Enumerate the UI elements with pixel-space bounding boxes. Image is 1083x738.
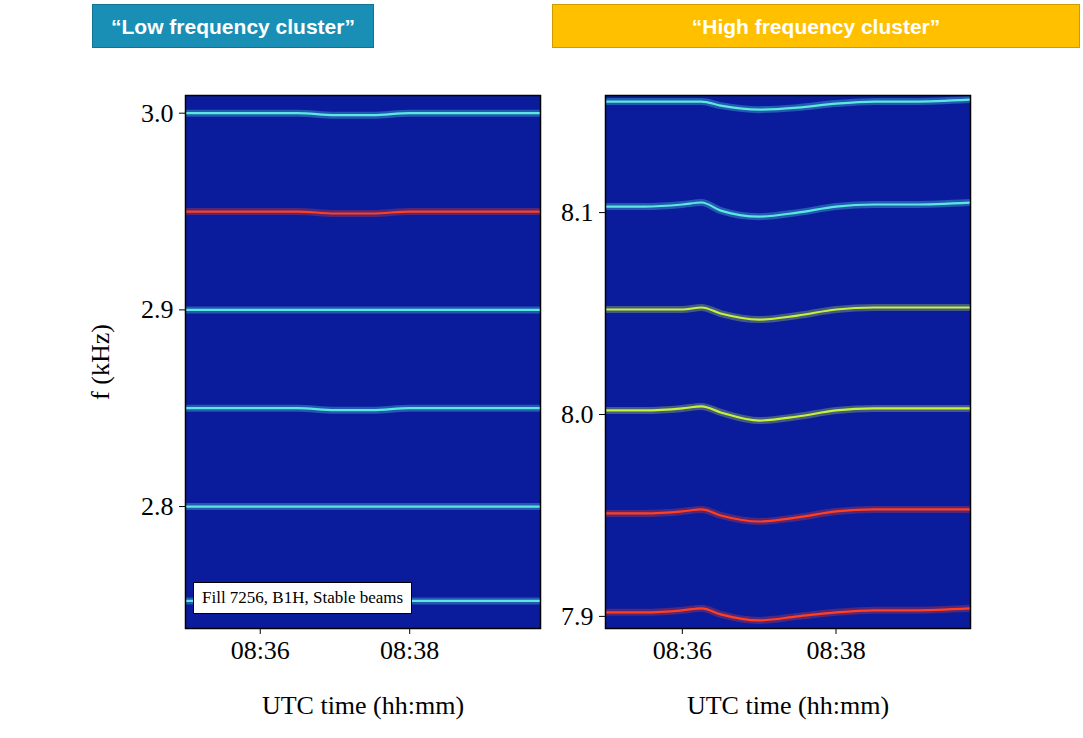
svg-text:08:36: 08:36 — [231, 636, 290, 665]
svg-text:2.8: 2.8 — [141, 492, 174, 521]
svg-text:UTC time (hh:mm): UTC time (hh:mm) — [262, 691, 464, 720]
svg-text:f (kHz): f (kHz) — [86, 324, 115, 400]
svg-text:UTC time (hh:mm): UTC time (hh:mm) — [687, 691, 889, 720]
html-text:“Low frequency cluster”: “Low frequency cluster” — [111, 15, 355, 38]
svg-text:8.1: 8.1 — [561, 198, 594, 227]
svg-text:08:38: 08:38 — [806, 636, 865, 665]
svg-text:3.0: 3.0 — [141, 99, 174, 128]
svg-text:08:38: 08:38 — [380, 636, 439, 665]
html-text:“High frequency cluster”: “High frequency cluster” — [691, 15, 941, 38]
html-text:Fill 7256, B1H, Stable beams: Fill 7256, B1H, Stable beams — [202, 588, 404, 607]
svg-text:08:36: 08:36 — [653, 636, 712, 665]
svg-text:8.0: 8.0 — [561, 400, 594, 429]
svg-text:2.9: 2.9 — [141, 295, 174, 324]
svg-text:7.9: 7.9 — [561, 602, 594, 631]
